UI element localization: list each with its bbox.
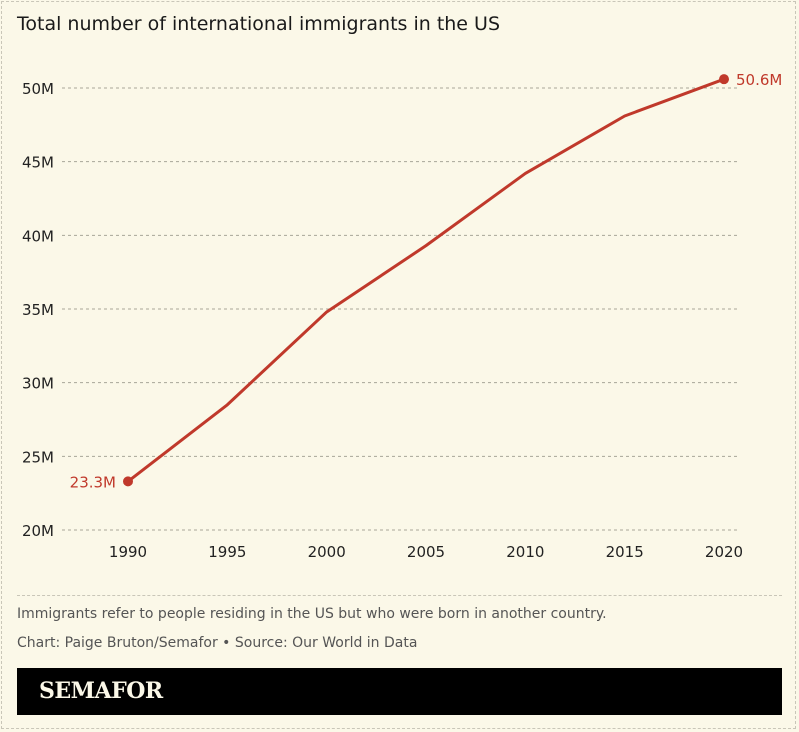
- y-tick-label: 25M: [22, 448, 54, 466]
- x-tick-label: 2015: [606, 543, 644, 561]
- x-tick-label: 2005: [407, 543, 445, 561]
- x-tick-label: 2020: [705, 543, 743, 561]
- y-tick-label: 40M: [22, 227, 54, 245]
- y-tick-label: 30M: [22, 375, 54, 393]
- chart-title: Total number of international immigrants…: [17, 13, 501, 35]
- footnote: Immigrants refer to people residing in t…: [17, 606, 607, 622]
- y-tick-label: 35M: [22, 301, 54, 319]
- end-point: [719, 74, 729, 85]
- end-label: 50.6M: [736, 71, 782, 89]
- x-tick-label: 2010: [506, 543, 544, 561]
- series-line: [127, 77, 725, 483]
- y-tick-label: 45M: [22, 154, 54, 172]
- y-tick-label: 50M: [22, 80, 54, 98]
- logo-text: SEMAFOR: [39, 678, 163, 704]
- line-chart: 20M 25M 30M 35M 40M 45M 50M 1990 1995 2000 2005 201…: [22, 71, 782, 561]
- x-tick-label: 1990: [109, 543, 147, 561]
- start-point: [123, 476, 133, 487]
- start-label: 23.3M: [70, 473, 116, 491]
- x-tick-label: 2000: [308, 543, 346, 561]
- credit: Chart: Paige Bruton/Semafor • Source: Ou…: [17, 635, 418, 651]
- semafor-logo: SEMAFOR: [17, 668, 782, 715]
- divider: [17, 595, 782, 596]
- x-tick-label: 1995: [208, 543, 246, 561]
- y-tick-label: 20M: [22, 522, 54, 540]
